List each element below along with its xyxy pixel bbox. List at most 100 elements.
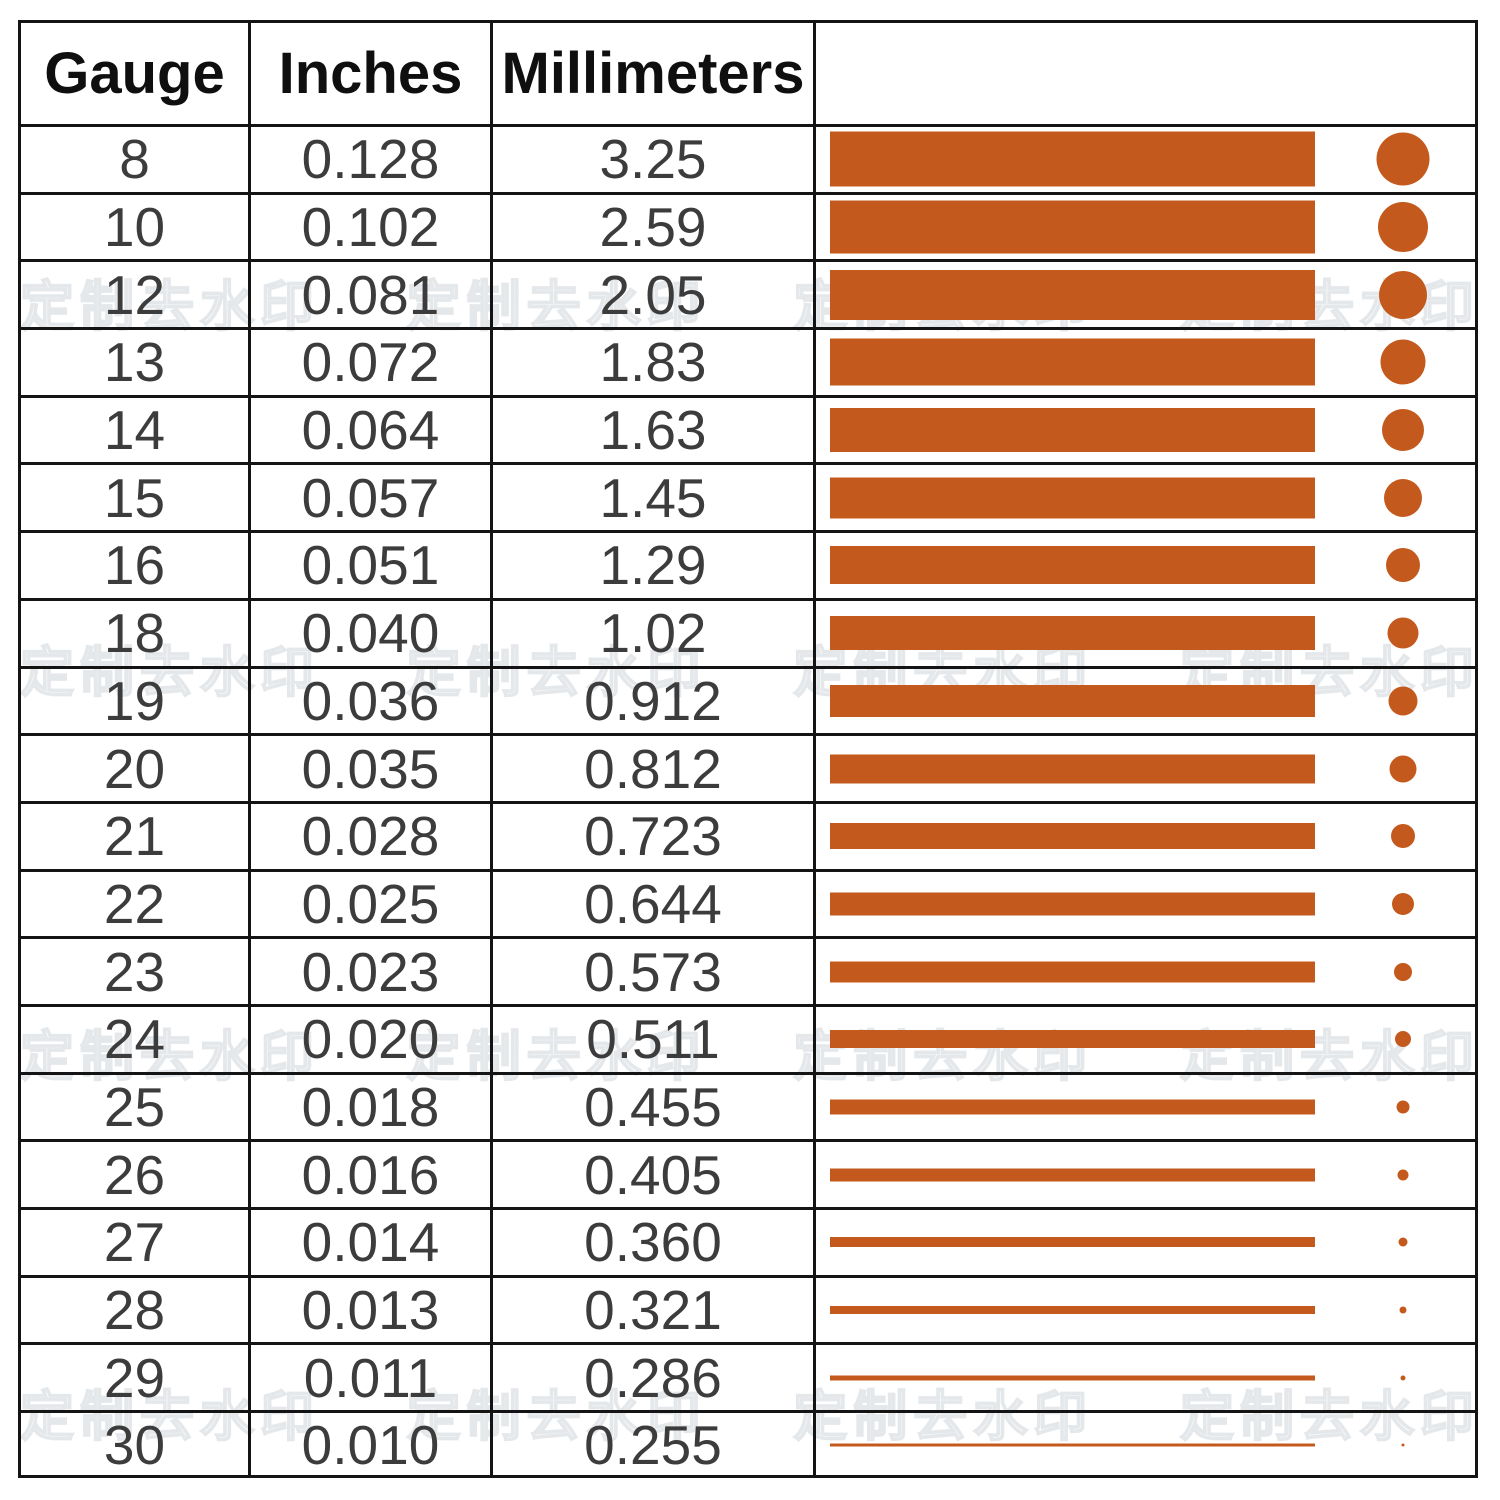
table-row: 18 0.040 1.02 [21, 597, 1475, 666]
millimeters-cell: 2.05 [493, 262, 816, 328]
wire-thickness-bar [830, 823, 1315, 850]
header-gauge: Gauge [21, 23, 251, 124]
gauge-cell: 16 [21, 533, 251, 598]
wire-diameter-dot [1386, 548, 1420, 583]
wire-visual-cell [816, 669, 1475, 734]
millimeters-cell: 0.812 [493, 736, 816, 801]
wire-diameter-dot [1396, 1100, 1410, 1114]
wire-visual-cell [816, 398, 1475, 463]
inches-cell: 0.014 [251, 1210, 493, 1275]
wire-visual-cell [816, 601, 1475, 666]
wire-diameter-dot [1400, 1375, 1406, 1381]
inches-cell: 0.128 [251, 127, 493, 192]
wire-thickness-bar [830, 892, 1315, 916]
inches-cell: 0.102 [251, 194, 493, 260]
gauge-conversion-table: Gauge Inches Millimeters 8 0.128 3.25 [18, 20, 1478, 1478]
wire-diameter-dot [1395, 1031, 1411, 1048]
table-row: 22 0.025 0.644 [21, 868, 1475, 937]
inches-cell: 0.023 [251, 939, 493, 1004]
inches-cell: 0.018 [251, 1074, 493, 1140]
table-row: 30 0.010 0.255 [21, 1410, 1475, 1478]
table-header-row: Gauge Inches Millimeters [21, 23, 1475, 124]
wire-diameter-dot [1391, 824, 1415, 849]
gauge-cell: 23 [21, 939, 251, 1004]
wire-visual-cell [816, 262, 1475, 327]
wire-visual-cell [816, 1142, 1475, 1207]
millimeters-cell: 2.59 [493, 194, 816, 260]
gauge-cell: 12 [21, 262, 251, 328]
table-row: 15 0.057 1.45 [21, 462, 1475, 531]
gauge-cell: 13 [21, 330, 251, 395]
inches-cell: 0.020 [251, 1006, 493, 1072]
table-row: 25 0.018 0.455 [21, 1071, 1475, 1140]
gauge-cell: 15 [21, 465, 251, 531]
wire-diameter-dot [1401, 1443, 1405, 1447]
table-row: 10 0.102 2.59 [21, 191, 1475, 260]
wire-diameter-dot [1392, 892, 1414, 915]
table-row: 14 0.064 1.63 [21, 394, 1475, 463]
wire-diameter-dot [1380, 339, 1426, 385]
wire-diameter-dot [1379, 270, 1427, 319]
wire-thickness-bar [830, 338, 1315, 386]
wire-diameter-dot [1399, 1306, 1407, 1314]
wire-thickness-bar [830, 131, 1315, 187]
table-row: 21 0.028 0.723 [21, 800, 1475, 869]
gauge-cell: 22 [21, 871, 251, 937]
millimeters-cell: 1.02 [493, 600, 816, 666]
header-millimeters: Millimeters [493, 23, 816, 124]
gauge-cell: 18 [21, 600, 251, 666]
wire-thickness-bar [830, 477, 1315, 519]
wire-thickness-bar [830, 1030, 1315, 1049]
gauge-cell: 21 [21, 803, 251, 869]
table-row: 26 0.016 0.405 [21, 1139, 1475, 1207]
wire-thickness-bar [830, 1099, 1315, 1115]
millimeters-cell: 3.25 [493, 127, 816, 192]
wire-visual-cell [816, 1075, 1475, 1140]
millimeters-cell: 0.723 [493, 803, 816, 869]
millimeters-cell: 1.45 [493, 465, 816, 531]
wire-diameter-dot [1382, 409, 1424, 452]
millimeters-cell: 0.405 [493, 1142, 816, 1207]
wire-visual-cell [816, 939, 1475, 1004]
gauge-cell: 27 [21, 1210, 251, 1275]
wire-thickness-bar [830, 269, 1315, 320]
gauge-cell: 10 [21, 194, 251, 260]
wire-thickness-bar [830, 1237, 1315, 1248]
table-row: 12 0.081 2.05 [21, 259, 1475, 328]
wire-visual-cell [816, 1278, 1475, 1343]
table-row: 24 0.020 0.511 [21, 1003, 1475, 1072]
wire-thickness-bar [830, 200, 1315, 254]
gauge-cell: 28 [21, 1277, 251, 1343]
millimeters-cell: 0.455 [493, 1074, 816, 1140]
inches-cell: 0.064 [251, 397, 493, 463]
wire-diameter-dot [1388, 686, 1418, 716]
millimeters-cell: 0.286 [493, 1345, 816, 1411]
inches-cell: 0.036 [251, 668, 493, 734]
wire-diameter-dot [1378, 202, 1428, 253]
table-row: 19 0.036 0.912 [21, 665, 1475, 734]
millimeters-cell: 0.573 [493, 939, 816, 1004]
gauge-cell: 30 [21, 1413, 251, 1478]
inches-cell: 0.013 [251, 1277, 493, 1343]
millimeters-cell: 0.360 [493, 1210, 816, 1275]
table-row: 8 0.128 3.25 [21, 124, 1475, 192]
gauge-cell: 20 [21, 736, 251, 801]
wire-diameter-dot [1387, 617, 1419, 649]
wire-visual-cell [816, 804, 1475, 869]
millimeters-cell: 0.321 [493, 1277, 816, 1343]
inches-cell: 0.072 [251, 330, 493, 395]
gauge-cell: 8 [21, 127, 251, 192]
millimeters-cell: 1.29 [493, 533, 816, 598]
inches-cell: 0.028 [251, 803, 493, 869]
table-row: 27 0.014 0.360 [21, 1207, 1475, 1275]
inches-cell: 0.051 [251, 533, 493, 598]
wire-visual-cell [816, 465, 1475, 530]
inches-cell: 0.011 [251, 1345, 493, 1411]
table-row: 23 0.023 0.573 [21, 936, 1475, 1004]
gauge-cell: 29 [21, 1345, 251, 1411]
inches-cell: 0.040 [251, 600, 493, 666]
wire-visual-cell [816, 1007, 1475, 1072]
gauge-cell: 25 [21, 1074, 251, 1140]
wire-visual-cell [816, 533, 1475, 598]
inches-cell: 0.035 [251, 736, 493, 801]
